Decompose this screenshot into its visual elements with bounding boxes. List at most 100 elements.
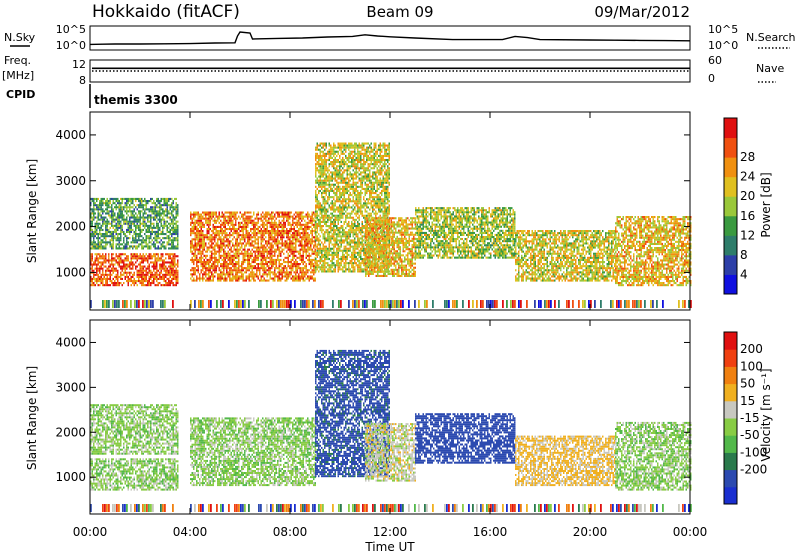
power-cell — [292, 251, 294, 253]
power-cell — [143, 204, 145, 206]
power-cell — [159, 229, 161, 231]
power-cell — [150, 282, 152, 284]
power-cell — [216, 265, 218, 267]
power-cell — [232, 257, 234, 259]
power-cell — [315, 252, 317, 254]
power-cell — [149, 257, 151, 259]
power-cell — [201, 263, 203, 265]
power-cell — [274, 224, 276, 226]
power-cell — [264, 214, 266, 216]
power-cell — [146, 253, 148, 255]
power-cell — [195, 253, 197, 255]
power-cell — [120, 225, 122, 227]
power-cell — [345, 231, 347, 233]
power-cell — [196, 236, 198, 238]
power-cell — [258, 278, 260, 280]
power-cell — [96, 223, 98, 225]
power-cell — [113, 219, 115, 221]
power-cell — [164, 210, 166, 212]
power-cell — [102, 241, 104, 243]
power-cell — [237, 271, 239, 273]
power-cell — [140, 257, 142, 259]
power-cell — [298, 245, 300, 247]
power-cell — [285, 247, 287, 249]
power-cell — [237, 273, 239, 275]
power-cell — [323, 186, 325, 188]
power-cell — [171, 253, 173, 255]
power-cell — [177, 241, 179, 243]
power-cell — [329, 176, 331, 178]
power-cell — [267, 261, 269, 263]
power-cell — [320, 268, 322, 270]
power-cell — [297, 230, 299, 232]
power-cell — [271, 214, 273, 216]
power-cell — [152, 261, 154, 263]
power-cell — [329, 264, 331, 266]
power-cell — [320, 169, 322, 171]
power-cell — [207, 269, 209, 271]
power-cell — [250, 222, 252, 224]
power-cell — [320, 235, 322, 237]
power-cell — [270, 236, 272, 238]
power-cell — [332, 235, 334, 237]
power-cell — [168, 280, 170, 282]
power-cell — [143, 239, 145, 241]
power-cell — [214, 261, 216, 263]
power-cell — [119, 284, 121, 286]
power-cell — [199, 259, 201, 261]
power-cell — [204, 234, 206, 236]
power-cell — [113, 237, 115, 239]
power-cell — [338, 182, 340, 184]
power-cell — [153, 206, 155, 208]
power-cell — [199, 216, 201, 218]
power-cell — [309, 220, 311, 222]
power-cell — [120, 266, 122, 268]
power-cell — [294, 228, 296, 230]
power-cell — [113, 231, 115, 233]
power-cell — [279, 269, 281, 271]
power-cell — [339, 262, 341, 264]
power-cell — [93, 247, 95, 249]
power-cell — [294, 247, 296, 249]
power-cell — [298, 257, 300, 259]
power-cell — [213, 220, 215, 222]
power-cell — [329, 231, 331, 233]
power-cell — [101, 225, 103, 227]
power-cell — [267, 242, 269, 244]
power-cell — [261, 228, 263, 230]
power-cell — [330, 188, 332, 190]
power-cell — [210, 275, 212, 277]
power-cell — [111, 214, 113, 216]
power-cell — [177, 212, 179, 214]
power-cell — [326, 163, 328, 165]
power-cell — [312, 238, 314, 240]
power-cell — [152, 229, 154, 231]
power-cell — [342, 206, 344, 208]
power-cell — [167, 284, 169, 286]
power-cell — [265, 257, 267, 259]
power-cell — [171, 268, 173, 270]
power-cell — [341, 242, 343, 244]
power-cell — [237, 257, 239, 259]
power-cell — [303, 234, 305, 236]
power-cell — [283, 214, 285, 216]
power-cell — [338, 239, 340, 241]
power-cell — [101, 206, 103, 208]
power-cell — [271, 245, 273, 247]
power-cell — [93, 198, 95, 200]
power-cell — [330, 260, 332, 262]
power-cell — [327, 217, 329, 219]
power-cell — [131, 261, 133, 263]
power-cell — [271, 278, 273, 280]
power-cell — [347, 202, 349, 204]
power-cell — [98, 274, 100, 276]
power-cell — [294, 278, 296, 280]
power-cell — [228, 273, 230, 275]
power-cell — [327, 184, 329, 186]
power-cell — [265, 247, 267, 249]
power-cell — [309, 259, 311, 261]
power-cell — [240, 240, 242, 242]
power-cell — [246, 224, 248, 226]
power-cell — [126, 223, 128, 225]
power-cell — [329, 248, 331, 250]
